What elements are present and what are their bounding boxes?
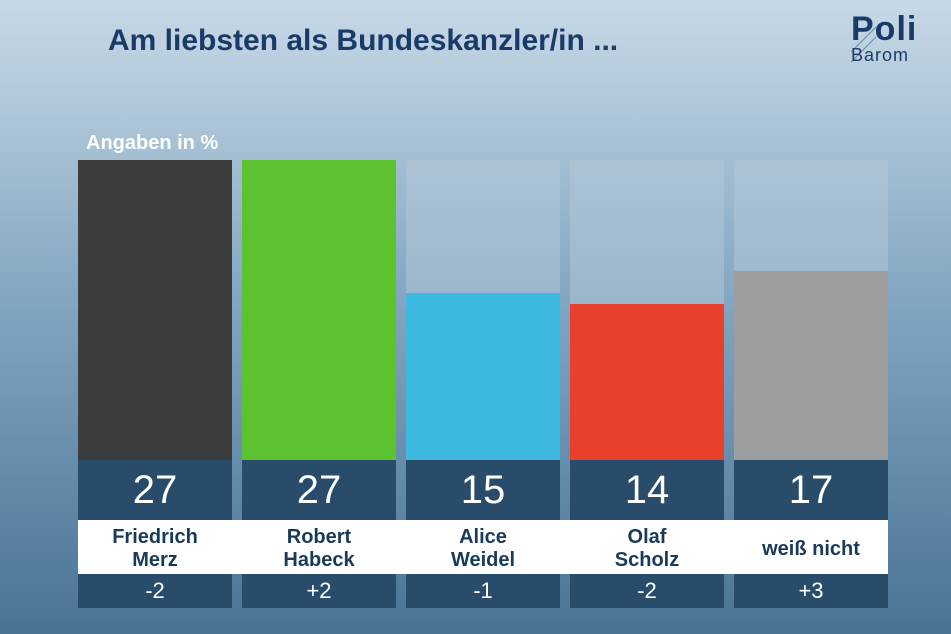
value-row: 2727151417 — [78, 460, 888, 520]
value-cell: 17 — [734, 460, 888, 520]
label-row: Friedrich MerzRobert HabeckAlice WeidelO… — [78, 520, 888, 574]
bar-column — [78, 160, 232, 460]
change-cell: -2 — [78, 574, 232, 608]
bar — [78, 160, 232, 460]
value-cell: 27 — [78, 460, 232, 520]
label-cell: Friedrich Merz — [78, 524, 232, 574]
chart-subtitle: Angaben in % — [86, 132, 218, 155]
bar — [570, 304, 724, 460]
bar — [734, 271, 888, 460]
value-cell: 27 — [242, 460, 396, 520]
value-cell: 15 — [406, 460, 560, 520]
logo-line1: Poli — [851, 10, 951, 49]
change-cell: +3 — [734, 574, 888, 608]
value-cell: 14 — [570, 460, 724, 520]
bar-column — [406, 160, 560, 460]
chart-title: Am liebsten als Bundeskanzler/in ... — [108, 24, 618, 58]
label-cell: Robert Habeck — [242, 524, 396, 574]
change-cell: +2 — [242, 574, 396, 608]
bar-column — [570, 160, 724, 460]
logo-line2: Barom — [851, 45, 951, 66]
bar — [242, 160, 396, 460]
change-cell: -1 — [406, 574, 560, 608]
label-cell: Alice Weidel — [406, 524, 560, 574]
bar-column — [734, 160, 888, 460]
label-cell: weiß nicht — [734, 524, 888, 574]
bar — [406, 293, 560, 460]
label-cell: Olaf Scholz — [570, 524, 724, 574]
bar-chart — [78, 160, 888, 460]
change-row: -2 +2 -1 -2 +3 — [78, 574, 888, 608]
logo-politbarometer: Poli Barom — [851, 10, 951, 80]
bar-column — [242, 160, 396, 460]
change-cell: -2 — [570, 574, 724, 608]
